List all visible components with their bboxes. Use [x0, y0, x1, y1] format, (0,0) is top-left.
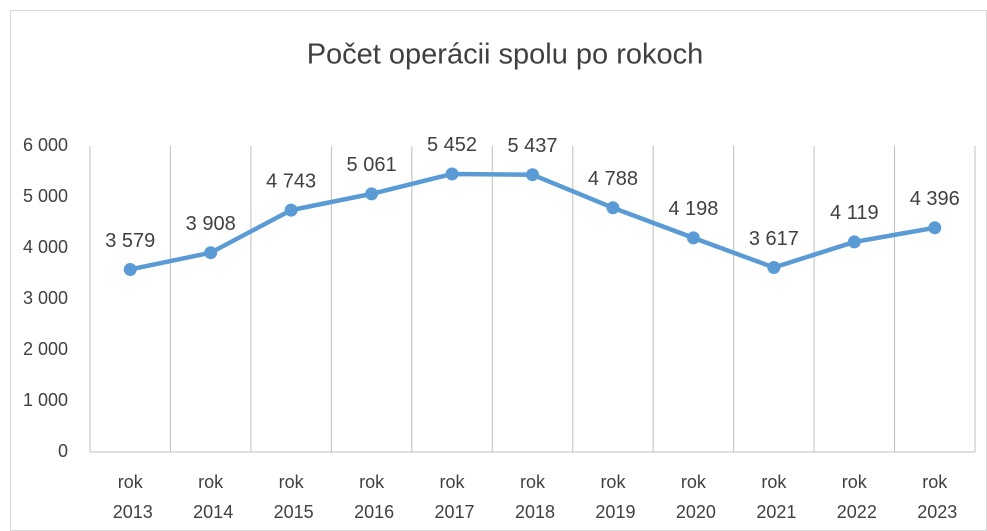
data-point [606, 201, 620, 215]
data-point [365, 187, 379, 201]
data-label: 3 908 [186, 213, 236, 235]
y-tick-label: 6 000 [23, 135, 68, 155]
x-tick-label: rok 2016 [349, 472, 394, 522]
data-label: 5 452 [427, 134, 477, 156]
y-tick-label: 0 [58, 441, 68, 461]
data-point [204, 246, 218, 260]
y-tick-label: 2 000 [23, 339, 68, 359]
x-tick-label: rok 2023 [912, 472, 957, 522]
data-point [928, 221, 942, 235]
x-tick-label: rok 2019 [590, 472, 635, 522]
data-point [445, 167, 459, 181]
x-tick-label: rok 2022 [832, 472, 877, 522]
y-tick-label: 3 000 [23, 288, 68, 308]
y-tick-label: 1 000 [23, 390, 68, 410]
data-point [123, 262, 137, 276]
x-tick-label: rok 2020 [671, 472, 716, 522]
chart-title: Počet operácii spolu po rokoch [307, 39, 704, 71]
x-tick-label: rok 2013 [108, 472, 153, 522]
data-point [767, 261, 781, 275]
x-tick-label: rok 2017 [430, 472, 475, 522]
data-label: 4 396 [910, 188, 960, 210]
data-label: 3 617 [749, 228, 799, 250]
x-tick-label: rok 2015 [269, 472, 314, 522]
x-tick-label: rok 2021 [751, 472, 796, 522]
chart-border [10, 10, 987, 531]
data-label: 3 579 [105, 230, 155, 252]
y-tick-label: 5 000 [23, 186, 68, 206]
y-tick-label: 4 000 [23, 237, 68, 257]
data-point [686, 231, 700, 245]
data-label: 4 743 [266, 170, 316, 192]
data-label: 4 788 [588, 168, 638, 190]
data-label: 5 437 [507, 135, 557, 157]
data-point [847, 235, 861, 249]
data-point [284, 203, 298, 217]
data-label: 4 119 [830, 202, 879, 224]
data-point [526, 168, 539, 182]
data-label: 5 061 [347, 154, 397, 176]
x-tick-label: rok 2014 [188, 472, 233, 522]
x-tick-label: rok 2018 [510, 472, 555, 522]
data-label: 4 198 [668, 198, 718, 220]
